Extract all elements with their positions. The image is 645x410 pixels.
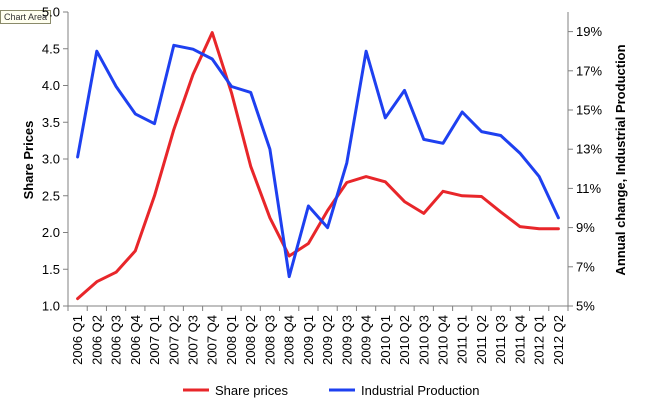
- legend-label: Industrial Production: [361, 383, 480, 398]
- x-tick-label: 2006 Q1: [70, 315, 85, 365]
- left-tick-label: 1.5: [42, 262, 60, 277]
- right-axis-ticks: 5% 7% 9% 11% 13% 15% 17% 19%: [568, 24, 602, 314]
- x-tick-label: 2012 Q1: [532, 315, 547, 365]
- x-tick-label: 2008 Q2: [243, 315, 258, 365]
- x-tick-label: 2010 Q1: [378, 315, 393, 365]
- left-tick-label: 2.0: [42, 225, 60, 240]
- x-tick-label: 2011 Q2: [474, 315, 489, 364]
- right-tick-label: 7%: [576, 259, 595, 274]
- chart-area-tooltip: Chart Area: [0, 10, 52, 24]
- x-tick-label: 2011 Q1: [455, 315, 470, 364]
- left-axis-title: Share Prices: [21, 121, 36, 200]
- right-tick-label: 13%: [576, 142, 602, 157]
- x-tick-label: 2007 Q1: [147, 315, 162, 365]
- right-tick-label: 11%: [576, 181, 601, 196]
- left-tick-label: 1.0: [42, 299, 60, 314]
- x-tick-label: 2009 Q2: [320, 315, 335, 365]
- x-tick-label: 2006 Q3: [109, 315, 124, 365]
- x-tick-label: 2008 Q4: [282, 315, 297, 365]
- share-prices-line: [76, 31, 560, 301]
- x-axis-ticks: 2006 Q1 2006 Q2 2006 Q3 2006 Q4 2007 Q1 2007 …: [67, 306, 569, 365]
- x-tick-label: 2006 Q4: [128, 315, 143, 365]
- x-tick-label: 2010 Q3: [416, 315, 431, 365]
- left-tick-label: 5.0: [42, 5, 60, 20]
- left-tick-label: 3.0: [42, 152, 60, 167]
- left-axis-ticks: 1.0 1.5 2.0 2.5 3.0 3.5 4.0 4.5 5.0: [42, 5, 68, 314]
- x-tick-label: 2012 Q2: [551, 315, 566, 365]
- legend-label: Share prices: [215, 383, 288, 398]
- right-tick-label: 19%: [576, 24, 602, 39]
- right-tick-label: 5%: [576, 299, 595, 314]
- right-tick-label: 17%: [576, 63, 602, 78]
- left-tick-label: 4.0: [42, 78, 60, 93]
- left-tick-label: 4.5: [42, 41, 60, 56]
- x-tick-label: 2011 Q3: [493, 315, 508, 364]
- x-tick-label: 2007 Q3: [186, 315, 201, 365]
- right-axis-title: Annual change, Industrial Production: [613, 44, 628, 275]
- x-tick-label: 2006 Q2: [89, 315, 104, 365]
- x-tick-label: 2008 Q1: [224, 315, 239, 365]
- x-tick-label: 2009 Q4: [359, 315, 374, 365]
- industrial-production-line: [76, 43, 560, 279]
- right-tick-label: 9%: [576, 220, 595, 235]
- left-tick-label: 3.5: [42, 115, 60, 130]
- x-tick-label: 2009 Q1: [301, 315, 316, 365]
- x-tick-label: 2010 Q2: [397, 315, 412, 365]
- legend: Share prices Industrial Production: [183, 383, 480, 398]
- series-lines: [76, 31, 560, 301]
- x-tick-label: 2011 Q4: [512, 315, 527, 364]
- x-tick-label: 2010 Q4: [436, 315, 451, 365]
- left-tick-label: 2.5: [42, 188, 60, 203]
- axes: [67, 12, 569, 307]
- x-tick-label: 2009 Q3: [339, 315, 354, 365]
- x-tick-label: 2007 Q4: [205, 315, 220, 365]
- x-tick-label: 2007 Q2: [166, 315, 181, 365]
- right-tick-label: 15%: [576, 103, 602, 118]
- x-tick-label: 2008 Q3: [262, 315, 277, 365]
